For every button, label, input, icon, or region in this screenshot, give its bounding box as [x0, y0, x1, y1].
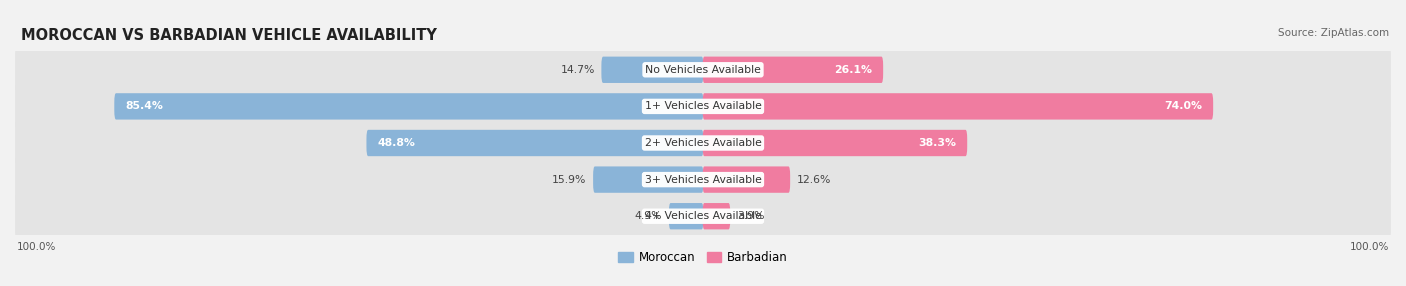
FancyBboxPatch shape — [15, 159, 1391, 200]
Text: Source: ZipAtlas.com: Source: ZipAtlas.com — [1278, 28, 1389, 38]
Text: No Vehicles Available: No Vehicles Available — [645, 65, 761, 75]
Text: 15.9%: 15.9% — [553, 175, 586, 184]
Text: 4+ Vehicles Available: 4+ Vehicles Available — [644, 211, 762, 221]
Text: 85.4%: 85.4% — [125, 102, 163, 111]
Text: 1+ Vehicles Available: 1+ Vehicles Available — [644, 102, 762, 111]
Text: 26.1%: 26.1% — [835, 65, 873, 75]
FancyBboxPatch shape — [602, 57, 703, 83]
FancyBboxPatch shape — [703, 57, 883, 83]
FancyBboxPatch shape — [703, 166, 790, 193]
Text: 74.0%: 74.0% — [1164, 102, 1202, 111]
Text: MOROCCAN VS BARBADIAN VEHICLE AVAILABILITY: MOROCCAN VS BARBADIAN VEHICLE AVAILABILI… — [21, 28, 437, 43]
Text: 14.7%: 14.7% — [561, 65, 595, 75]
FancyBboxPatch shape — [114, 93, 703, 120]
FancyBboxPatch shape — [15, 195, 1391, 237]
Legend: Moroccan, Barbadian: Moroccan, Barbadian — [613, 247, 793, 269]
FancyBboxPatch shape — [669, 203, 703, 229]
Text: 3+ Vehicles Available: 3+ Vehicles Available — [644, 175, 762, 184]
FancyBboxPatch shape — [15, 49, 1391, 91]
FancyBboxPatch shape — [593, 166, 703, 193]
Text: 38.3%: 38.3% — [918, 138, 956, 148]
FancyBboxPatch shape — [15, 122, 1391, 164]
Text: 100.0%: 100.0% — [17, 242, 56, 252]
FancyBboxPatch shape — [703, 93, 1213, 120]
Text: 3.9%: 3.9% — [737, 211, 765, 221]
Text: 4.9%: 4.9% — [636, 211, 662, 221]
Text: 2+ Vehicles Available: 2+ Vehicles Available — [644, 138, 762, 148]
FancyBboxPatch shape — [703, 203, 730, 229]
FancyBboxPatch shape — [703, 130, 967, 156]
Text: 100.0%: 100.0% — [1350, 242, 1389, 252]
FancyBboxPatch shape — [15, 86, 1391, 127]
Text: 12.6%: 12.6% — [797, 175, 831, 184]
FancyBboxPatch shape — [367, 130, 703, 156]
Text: 48.8%: 48.8% — [377, 138, 415, 148]
